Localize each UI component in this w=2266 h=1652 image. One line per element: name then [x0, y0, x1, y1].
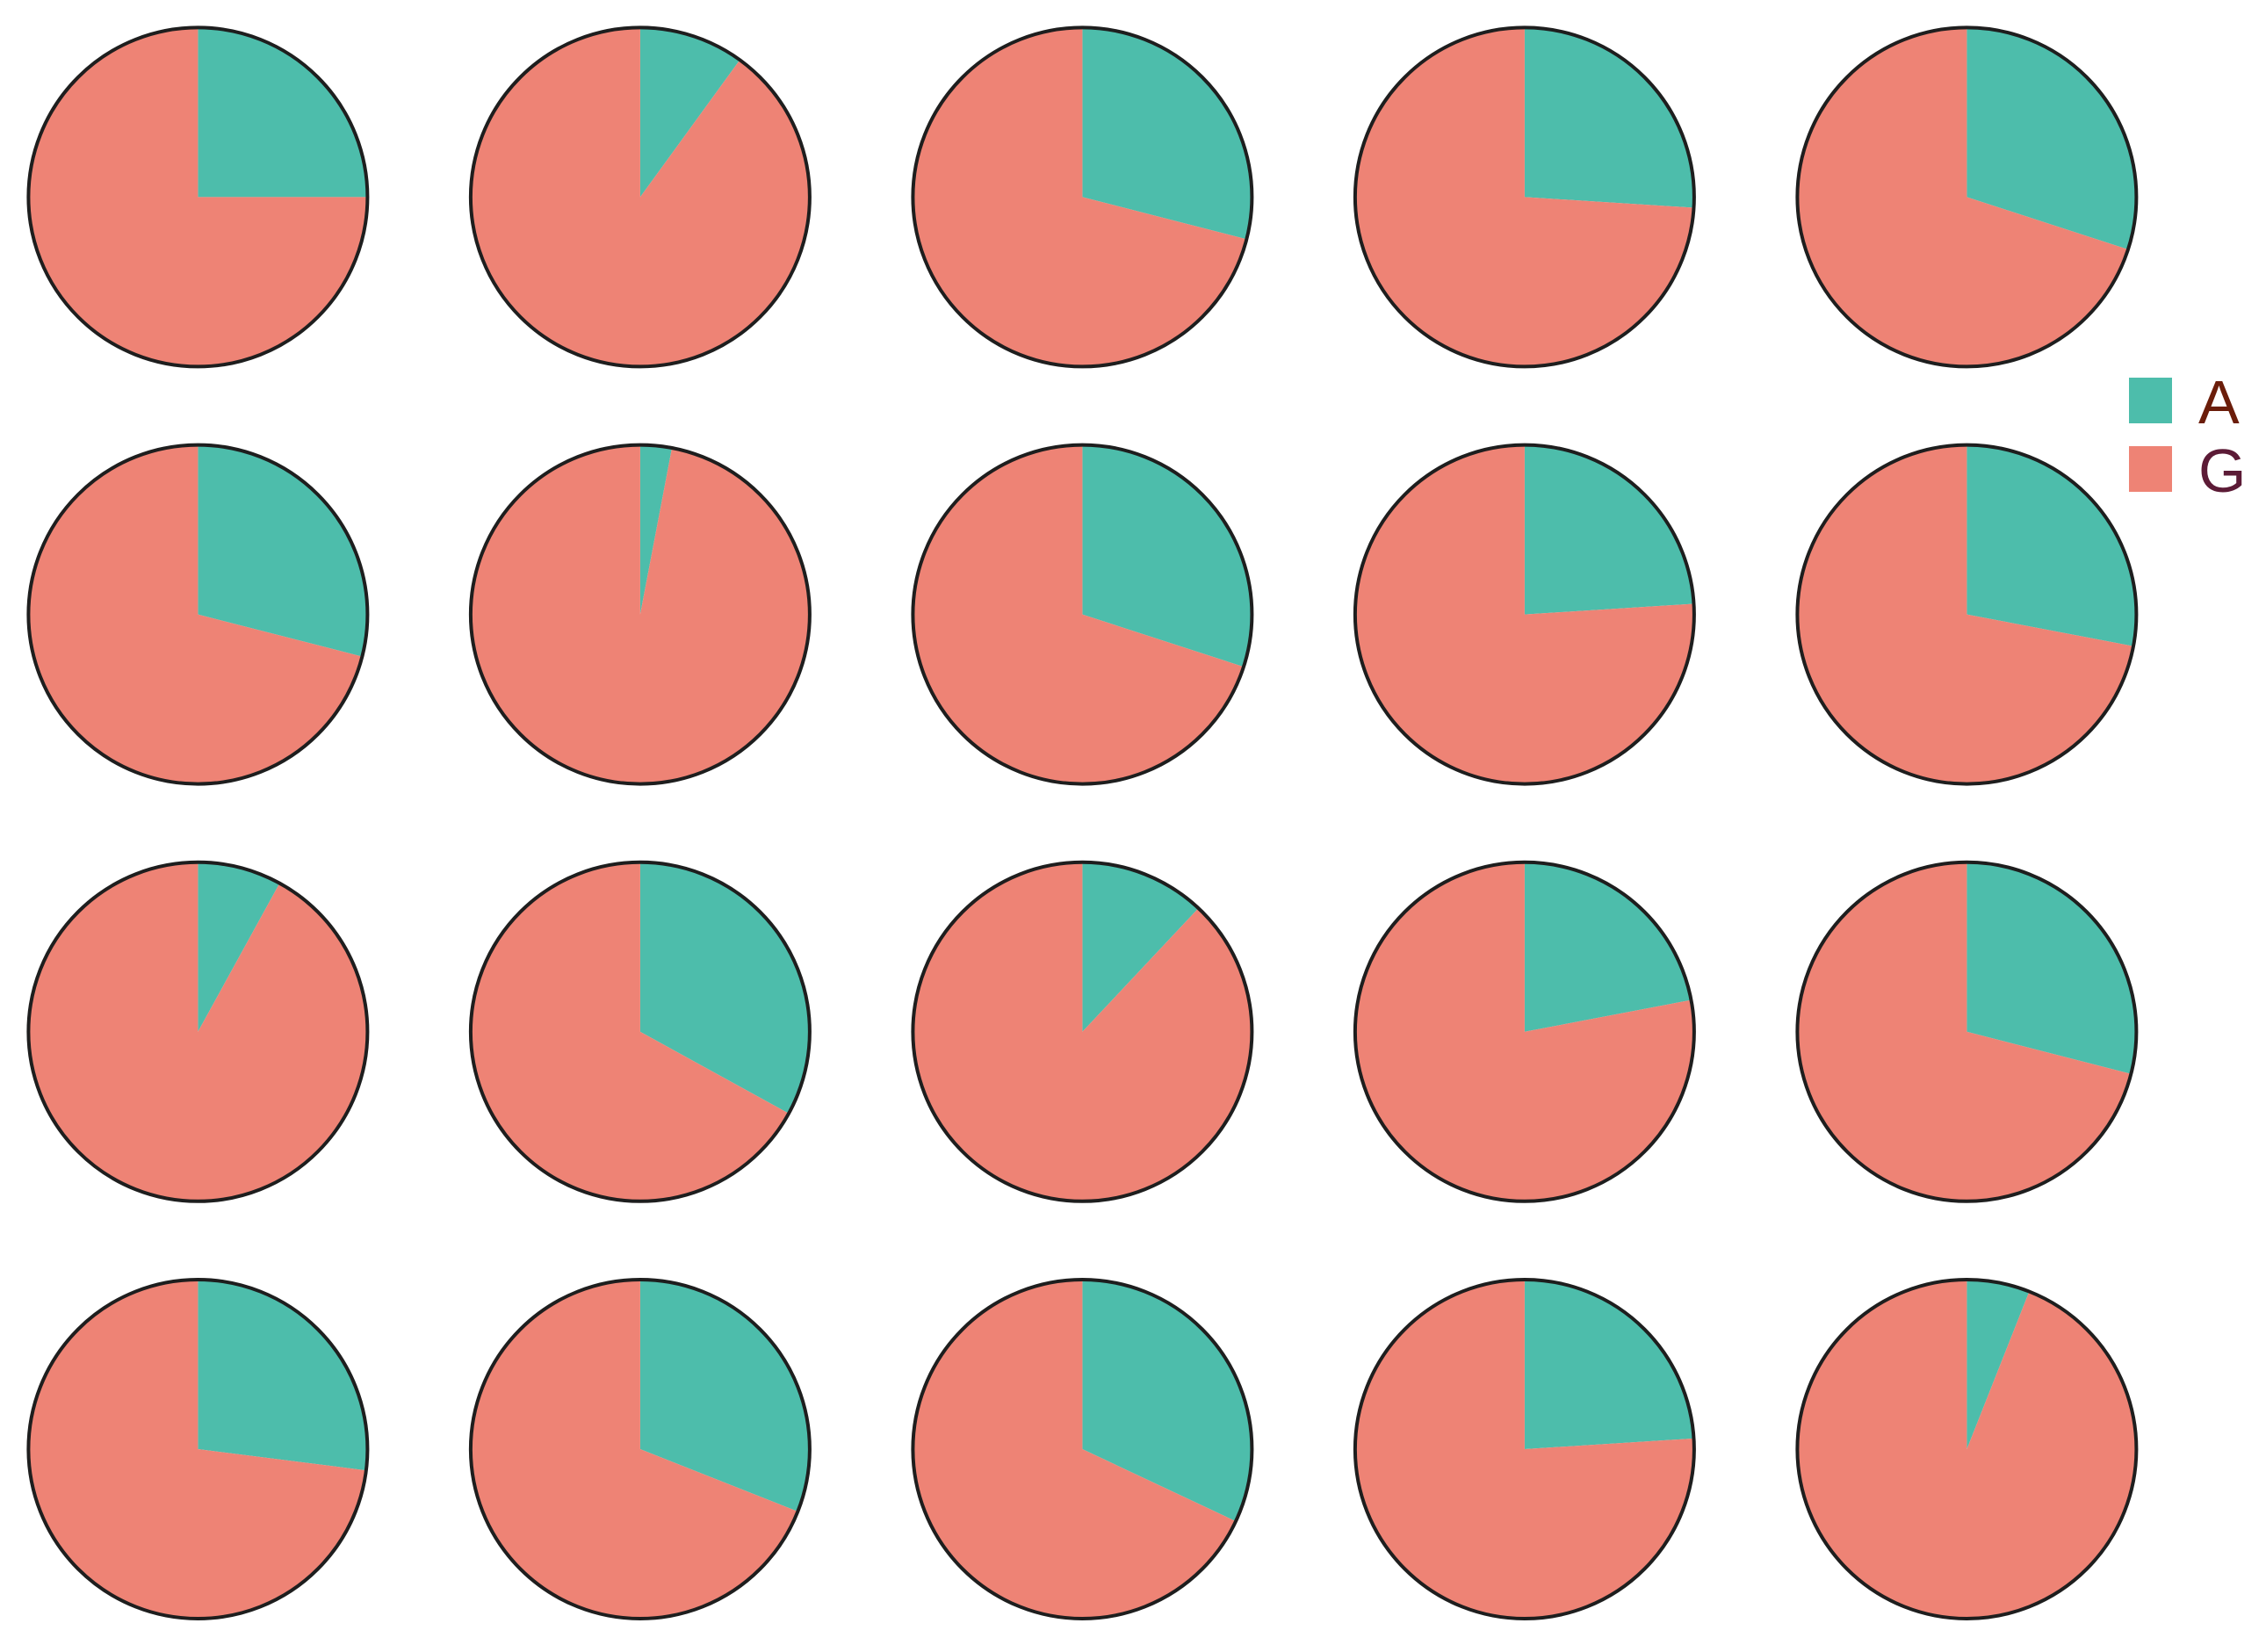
pie-16	[26, 1278, 370, 1620]
pie-19-slice-a	[1524, 1280, 1694, 1449]
pie-20-outline	[1795, 1278, 2139, 1620]
legend-label-a: A	[2198, 368, 2240, 436]
pie-12-slice-a	[639, 862, 810, 1114]
pie-19-slice-g	[1354, 1280, 1694, 1619]
pie-2	[468, 25, 812, 369]
pie-18-outline	[911, 1278, 1254, 1620]
pie-3-slice-a	[1082, 27, 1252, 240]
pie-15-outline	[1795, 860, 2139, 1203]
pie-4-outline	[1353, 25, 1696, 369]
pie-20	[1795, 1278, 2139, 1620]
pie-14-slice-a	[1524, 862, 1692, 1032]
pie-16-slice-a	[198, 1280, 368, 1471]
legend-swatch-a	[2129, 378, 2172, 423]
pie-8-slice-g	[913, 444, 1244, 784]
pie-9-slice-g	[1354, 444, 1694, 784]
pie-13-slice-a	[1082, 862, 1199, 1032]
pie-18	[911, 1278, 1254, 1620]
pie-9-outline	[1353, 443, 1696, 786]
pie-2-slice-a	[639, 27, 740, 198]
pie-10-outline	[1795, 443, 2139, 786]
pie-7-slice-a	[639, 444, 673, 615]
pie-15-slice-a	[1967, 862, 2137, 1074]
pie-8	[911, 443, 1254, 786]
pie-20-slice-a	[1967, 1280, 2030, 1449]
pie-11-slice-a	[198, 862, 280, 1032]
pie-10	[1795, 443, 2139, 786]
pie-10-slice-g	[1797, 444, 2133, 784]
pie-15-slice-g	[1797, 862, 2132, 1201]
pie-6	[26, 443, 370, 786]
pie-13-outline	[911, 860, 1254, 1203]
pie-11	[26, 860, 370, 1203]
pie-4	[1353, 25, 1696, 369]
pie-14	[1353, 860, 1696, 1203]
pie-8-slice-a	[1082, 444, 1252, 667]
pie-13-slice-g	[913, 862, 1252, 1201]
pie-5	[1795, 25, 2139, 369]
pie-4-slice-g	[1354, 27, 1694, 367]
pie-12-slice-g	[470, 862, 790, 1201]
pie-14-slice-g	[1354, 862, 1694, 1201]
pie-16-slice-g	[28, 1280, 366, 1619]
pie-6-slice-a	[198, 444, 368, 657]
pie-5-slice-g	[1797, 27, 2128, 367]
pie-7	[468, 443, 812, 786]
pie-6-slice-g	[28, 444, 363, 784]
pie-19	[1353, 1278, 1696, 1620]
pie-15	[1795, 860, 2139, 1203]
pie-11-outline	[26, 860, 370, 1203]
pies	[26, 25, 2139, 1620]
pie-17-outline	[468, 1278, 812, 1620]
pie-17-slice-g	[470, 1280, 798, 1619]
pie-12	[468, 860, 812, 1203]
legend: A G	[2129, 368, 2246, 505]
pie-8-outline	[911, 443, 1254, 786]
pie-9-slice-a	[1524, 444, 1694, 615]
pie-1-slice-a	[198, 27, 368, 198]
pie-12-outline	[468, 860, 812, 1203]
pie-16-outline	[26, 1278, 370, 1620]
pie-17	[468, 1278, 812, 1620]
pie-1-outline	[26, 25, 370, 369]
pie-3	[911, 25, 1254, 369]
pie-10-slice-a	[1967, 444, 2137, 646]
pie-5-outline	[1795, 25, 2139, 369]
pie-11-slice-g	[28, 862, 368, 1201]
pie-1-slice-g	[28, 27, 368, 367]
pie-4-slice-a	[1524, 27, 1694, 208]
pie-18-slice-a	[1082, 1280, 1252, 1522]
pie-3-outline	[911, 25, 1254, 369]
pie-1	[26, 25, 370, 369]
pie-19-outline	[1353, 1278, 1696, 1620]
pie-7-outline	[468, 443, 812, 786]
pie-18-slice-g	[913, 1280, 1237, 1620]
pie-13	[911, 860, 1254, 1203]
pie-5-slice-a	[1967, 27, 2137, 250]
pie-6-outline	[26, 443, 370, 786]
pie-20-slice-g	[1797, 1280, 2137, 1620]
pie-3-slice-g	[913, 27, 1247, 367]
pie-7-slice-g	[470, 444, 810, 784]
pie-2-slice-g	[470, 27, 810, 367]
legend-label-g: G	[2198, 436, 2246, 505]
pie-2-outline	[468, 25, 812, 369]
pie-14-outline	[1353, 860, 1696, 1203]
pie-9	[1353, 443, 1696, 786]
legend-swatch-g	[2129, 446, 2172, 492]
